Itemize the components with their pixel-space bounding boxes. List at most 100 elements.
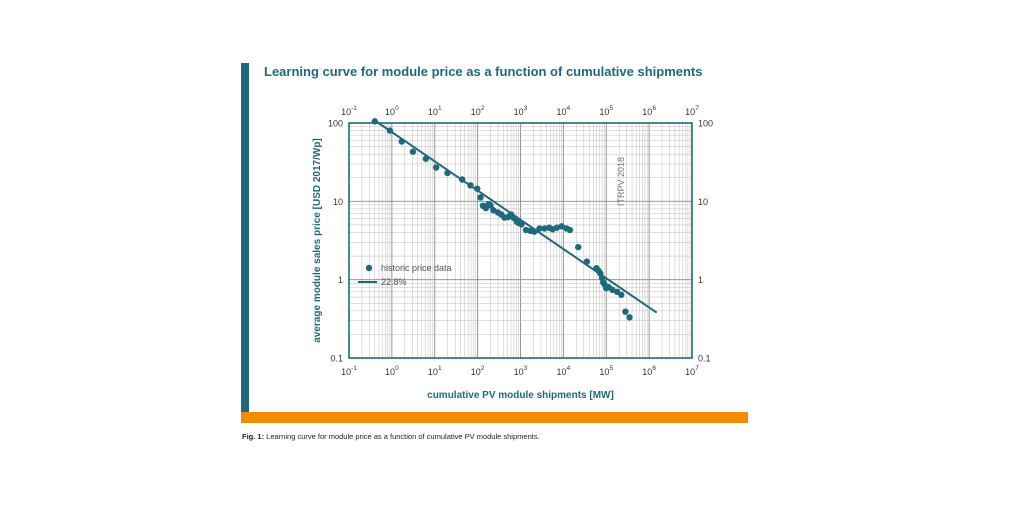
tick-exponent: -1 — [351, 105, 357, 112]
data-point — [386, 127, 394, 134]
data-point — [474, 185, 481, 192]
chart-title: Learning curve for module price as a fun… — [264, 64, 703, 79]
data-point — [444, 169, 451, 177]
y-tick-label-right: 100 — [698, 119, 713, 129]
figure-caption: Fig. 1: Learning curve for module price … — [242, 432, 540, 441]
data-point — [371, 118, 379, 125]
data-point — [626, 314, 633, 321]
y-tick-label-right: 1 — [698, 275, 703, 285]
tick-base: 10 — [385, 107, 395, 117]
tick-base: 10 — [642, 367, 652, 377]
tick-base: 10 — [685, 107, 695, 117]
y-tick-label-right: 10 — [698, 197, 708, 207]
grid — [348, 123, 692, 359]
x-tick-label-bottom: 105 — [599, 365, 613, 377]
caption-text: Learning curve for module price as a fun… — [264, 432, 540, 441]
tick-exponent: -1 — [351, 365, 357, 372]
x-tick-label-bottom: 10-1 — [341, 365, 357, 377]
x-tick-label-bottom: 106 — [642, 365, 656, 377]
tick-base: 10 — [341, 107, 351, 117]
x-tick-label-top: 105 — [599, 105, 613, 117]
tick-base: 10 — [557, 367, 567, 377]
tick-exponent: 7 — [695, 105, 699, 112]
tick-base: 10 — [599, 107, 609, 117]
tick-exponent: 5 — [609, 365, 613, 372]
data-point — [583, 258, 591, 265]
data-point — [553, 224, 561, 231]
y-tick-label-right: 0.1 — [698, 354, 711, 364]
data-point — [531, 228, 538, 235]
tick-base: 10 — [685, 367, 695, 377]
tick-base: 10 — [428, 107, 438, 117]
caption-prefix: Fig. 1: — [242, 432, 265, 441]
tick-exponent: 2 — [481, 365, 485, 372]
data-series — [371, 118, 658, 321]
data-point — [566, 226, 574, 234]
y-tick-label-left: 10 — [333, 197, 343, 207]
tick-exponent: 2 — [481, 105, 485, 112]
data-point — [622, 308, 629, 315]
x-tick-label-top: 102 — [471, 105, 485, 117]
tick-base: 10 — [471, 367, 481, 377]
tick-exponent: 3 — [524, 365, 528, 372]
tick-base: 10 — [428, 367, 438, 377]
data-point — [536, 225, 543, 232]
data-point — [477, 194, 484, 201]
x-tick-label-top: 10-1 — [341, 105, 357, 117]
tick-base: 10 — [642, 107, 652, 117]
tick-exponent: 4 — [567, 365, 571, 372]
data-point — [575, 243, 582, 251]
x-tick-label-bottom: 102 — [471, 365, 485, 377]
legend: historic price data 22.8% — [358, 263, 452, 287]
tick-base: 10 — [514, 367, 524, 377]
data-point — [518, 221, 525, 228]
x-tick-label-bottom: 101 — [428, 365, 442, 377]
accent-bar-bottom — [241, 412, 748, 423]
x-tick-label-bottom: 100 — [385, 365, 399, 377]
x-tick-label-bottom: 103 — [514, 365, 528, 377]
tick-exponent: 6 — [652, 105, 656, 112]
data-point — [409, 148, 417, 155]
accent-bar-left — [241, 63, 249, 412]
x-tick-label-top: 106 — [642, 105, 656, 117]
y-tick-label-left: 0.1 — [330, 354, 343, 364]
y-tick-label-left: 100 — [328, 119, 343, 129]
tick-exponent: 5 — [609, 105, 613, 112]
tick-exponent: 0 — [395, 105, 399, 112]
tick-exponent: 6 — [652, 365, 656, 372]
tick-exponent: 1 — [438, 365, 442, 372]
axis-ticks: 10-110-110010010110110210210310310410410… — [328, 105, 713, 377]
tick-exponent: 1 — [438, 105, 442, 112]
data-point — [541, 225, 548, 232]
plot-frame — [348, 122, 693, 359]
x-tick-label-top: 107 — [685, 105, 699, 117]
data-point — [432, 164, 440, 171]
legend-label-scatter: historic price data — [381, 263, 452, 273]
tick-base: 10 — [514, 107, 524, 117]
x-tick-label-top: 104 — [557, 105, 571, 117]
data-point — [618, 291, 625, 299]
x-tick-label-top: 100 — [385, 105, 399, 117]
tick-exponent: 4 — [567, 105, 571, 112]
legend-label-line: 22.8% — [381, 277, 407, 287]
tick-base: 10 — [557, 107, 567, 117]
itrpv-annotation: ITRPV 2018 — [616, 157, 626, 206]
tick-exponent: 7 — [695, 365, 699, 372]
data-point — [459, 176, 466, 183]
tick-base: 10 — [599, 367, 609, 377]
data-point — [467, 182, 474, 189]
tick-exponent: 0 — [395, 365, 399, 372]
y-tick-label-left: 1 — [338, 275, 343, 285]
data-point — [487, 202, 494, 209]
data-point — [422, 155, 430, 162]
x-tick-label-top: 103 — [514, 105, 528, 117]
data-point — [398, 138, 405, 145]
tick-base: 10 — [341, 367, 351, 377]
x-tick-label-top: 101 — [428, 105, 442, 117]
x-tick-label-bottom: 104 — [557, 365, 571, 377]
tick-base: 10 — [385, 367, 395, 377]
y-axis-label: average module sales price [USD 2017/Wp] — [312, 138, 323, 343]
data-point — [558, 223, 565, 230]
